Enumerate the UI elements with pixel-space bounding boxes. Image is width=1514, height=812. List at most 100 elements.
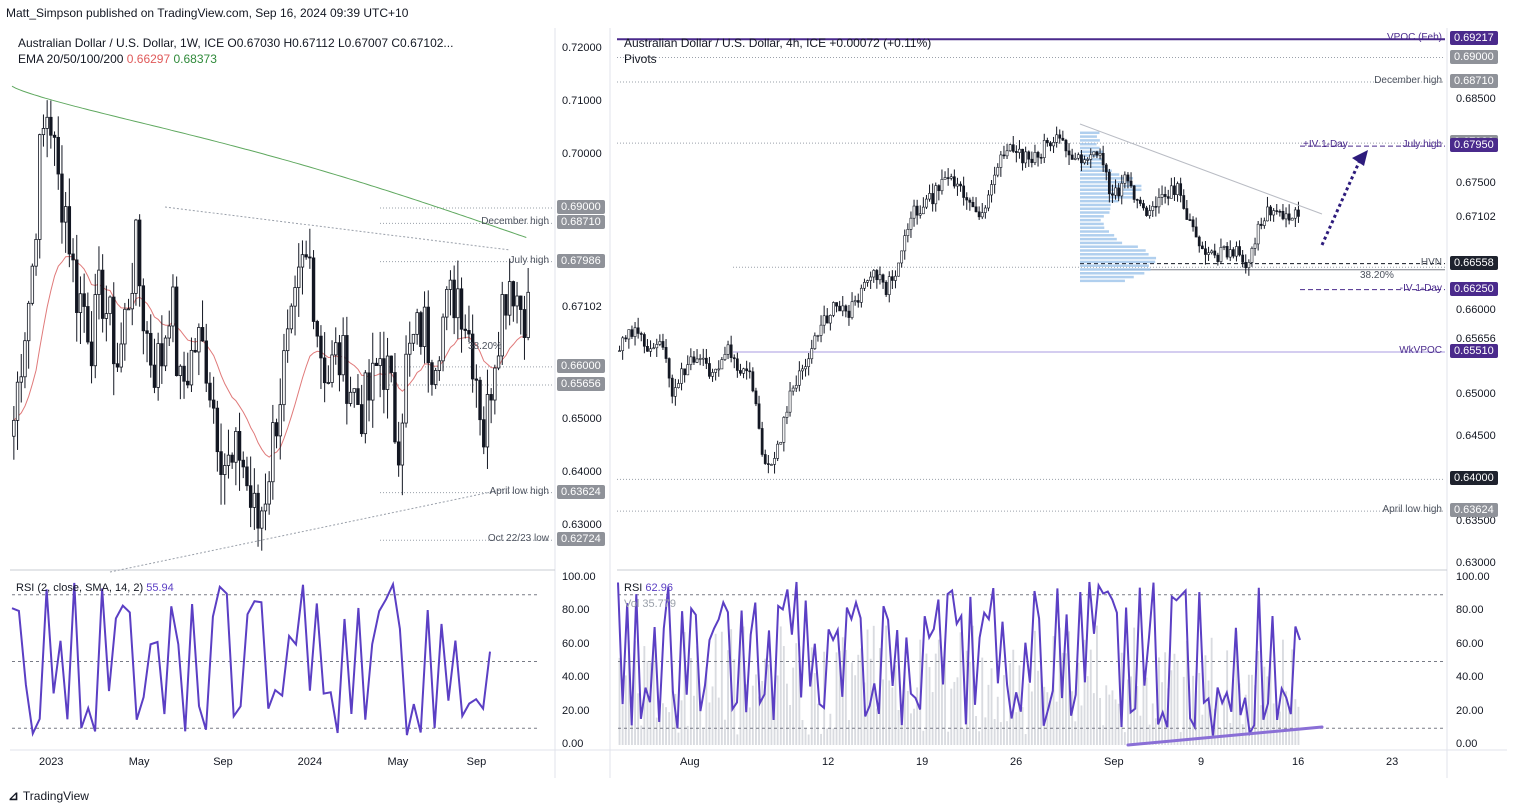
volume-bar bbox=[1061, 652, 1064, 745]
right-x-tick: 19 bbox=[916, 756, 929, 768]
volume-profile-bar bbox=[1080, 275, 1134, 279]
right-candle-body bbox=[996, 167, 1000, 176]
right-candle-body bbox=[652, 347, 656, 350]
right-candle-body bbox=[677, 383, 680, 388]
right-candle-body bbox=[816, 335, 820, 337]
right-candle-body bbox=[1148, 210, 1152, 216]
right-candle-body bbox=[1049, 142, 1052, 147]
right-candle-body bbox=[931, 193, 935, 205]
right-y-tick: 0.67500 bbox=[1456, 177, 1496, 190]
right-candle-body bbox=[853, 300, 857, 303]
right-candle-body bbox=[993, 174, 997, 185]
volume-bar bbox=[1192, 675, 1194, 745]
right-candle-body bbox=[714, 368, 718, 373]
left-candle-body bbox=[108, 296, 112, 315]
right-candle-body bbox=[937, 185, 941, 192]
right-candle-body bbox=[825, 315, 829, 324]
volume-bar bbox=[733, 659, 736, 745]
volume-bar bbox=[696, 646, 698, 745]
left-upper-trendline bbox=[164, 206, 511, 251]
right-candle-body bbox=[692, 356, 696, 363]
ema-label: EMA 20/50/100/200 bbox=[18, 52, 124, 66]
left-candle-body bbox=[174, 286, 179, 377]
volume-bar bbox=[826, 728, 829, 745]
left-candle-body bbox=[441, 316, 445, 362]
right-candle-body bbox=[646, 346, 649, 352]
left-candle-body bbox=[149, 332, 153, 366]
right-candle-body bbox=[1073, 157, 1077, 160]
volume-profile-bar bbox=[1080, 237, 1117, 241]
volume-bar bbox=[1294, 699, 1297, 745]
pivots-label: Pivots bbox=[624, 52, 657, 66]
volume-bar bbox=[1006, 721, 1008, 745]
volume-bar bbox=[1123, 732, 1126, 745]
volume-bar bbox=[1269, 659, 1272, 745]
left-candle-body bbox=[282, 350, 286, 406]
volume-profile-bar bbox=[1080, 253, 1149, 256]
right-candle-body bbox=[906, 229, 910, 236]
right-x-tick: 12 bbox=[822, 756, 835, 768]
volume-bar bbox=[1096, 625, 1098, 745]
left-candle-body bbox=[223, 465, 227, 475]
right-level-lines bbox=[617, 38, 1445, 512]
right-candle-body bbox=[1070, 154, 1074, 160]
volume-bar bbox=[1260, 705, 1263, 745]
right-candle-body bbox=[925, 198, 928, 208]
right-candle-body bbox=[673, 387, 677, 397]
volume-profile-bar bbox=[1080, 131, 1100, 135]
right-candle-body bbox=[779, 442, 783, 445]
volume-bar bbox=[1244, 694, 1247, 745]
right-candle-body bbox=[754, 390, 758, 405]
volume-bar bbox=[662, 703, 664, 745]
left-candle-body bbox=[300, 254, 305, 268]
left-candle-body bbox=[34, 239, 38, 267]
right-level-label: HVN bbox=[1420, 256, 1442, 268]
left-rsi-tick: 20.00 bbox=[562, 704, 590, 717]
right-candle-body bbox=[1269, 206, 1272, 216]
ema-slow-value: 0.68373 bbox=[173, 52, 217, 66]
left-candle-body bbox=[71, 253, 75, 261]
volume-bar bbox=[1089, 649, 1092, 745]
left-candle-body bbox=[100, 269, 105, 319]
volume-profile-bar bbox=[1080, 135, 1097, 138]
right-candle-body bbox=[884, 281, 888, 295]
right-candle-body bbox=[1138, 199, 1142, 204]
right-price-tag: 0.63624 bbox=[1450, 503, 1498, 518]
volume-profile-bar bbox=[1080, 249, 1146, 252]
left-candle-body bbox=[134, 219, 138, 294]
left-candle-body bbox=[89, 341, 94, 367]
left-price-tag: 0.67986 bbox=[557, 253, 605, 268]
right-candle-body bbox=[717, 368, 721, 371]
left-candle-body bbox=[274, 422, 279, 437]
left-candle-body bbox=[186, 380, 190, 386]
right-descending-trendline bbox=[1079, 123, 1323, 215]
left-y-tick: 0.71000 bbox=[562, 95, 602, 108]
right-price-tag: 0.66558 bbox=[1450, 255, 1498, 270]
volume-profile-bar bbox=[1080, 222, 1104, 226]
volume-bar bbox=[717, 697, 720, 745]
left-candle-body bbox=[256, 492, 260, 529]
right-candle-body bbox=[670, 377, 674, 397]
left-price-tag: 0.62724 bbox=[557, 532, 605, 547]
left-candle-body bbox=[178, 365, 183, 377]
left-candle-body bbox=[304, 254, 308, 258]
right-fib-label: 38.20% bbox=[1360, 270, 1394, 281]
left-candle-body bbox=[60, 173, 64, 223]
left-candle-body bbox=[467, 330, 471, 335]
volume-bar bbox=[1179, 732, 1182, 745]
left-candle-body bbox=[208, 382, 212, 401]
right-level-label: WkVPOC bbox=[1399, 345, 1442, 356]
right-candle-body bbox=[1272, 210, 1276, 216]
right-price-tag: 0.69217 bbox=[1450, 31, 1498, 46]
right-candle-body bbox=[1036, 152, 1040, 158]
right-candle-body bbox=[1151, 206, 1155, 211]
right-candle-body bbox=[959, 183, 962, 187]
right-candle-body bbox=[999, 154, 1003, 168]
left-candle-body bbox=[408, 342, 412, 355]
tradingview-logo-icon: ⊿ bbox=[8, 788, 19, 803]
left-candle-body bbox=[478, 379, 482, 421]
right-candle-body bbox=[872, 270, 876, 278]
right-candle-body bbox=[1104, 164, 1108, 173]
right-candle-body bbox=[832, 302, 835, 316]
